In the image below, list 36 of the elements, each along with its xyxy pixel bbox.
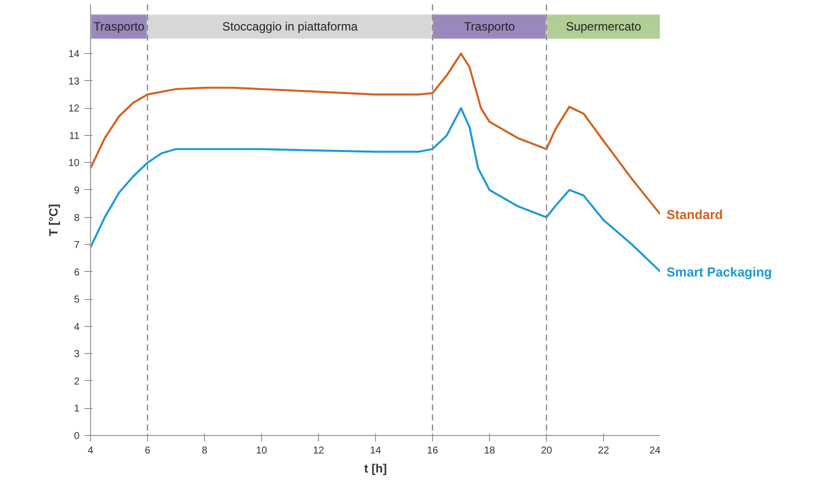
line-series [90,52,660,216]
y-tick-label: 11 [69,130,80,142]
x-tick-label: 18 [484,446,496,456]
x-tick-label: 16 [426,446,438,456]
y-tick-label: 0 [74,431,80,442]
x-tick-label: 20 [540,446,552,456]
band-label: Stoccaggio in piattaforma [222,20,358,34]
y-tick-label: 4 [74,322,80,333]
x-tick-label: 14 [370,446,382,456]
x-tick-label: 12 [312,446,324,456]
series-label: Smart Packaging [666,264,772,280]
y-tick-label: 10 [68,158,80,170]
line-series [90,107,660,273]
y-tick-label: 6 [74,267,80,278]
x-tick-label: 24 [649,446,661,456]
y-tick-label: 12 [68,104,80,115]
y-tick-label: 13 [68,76,80,88]
y-tick-label: 7 [74,240,80,252]
x-tick-label: 10 [256,446,268,456]
x-axis-title: t [h] [364,462,387,476]
series-label: Standard [666,207,723,222]
x-tick-label: 8 [202,446,208,456]
y-tick-label: 5 [74,294,80,306]
band-label: Trasporto [94,20,145,34]
y-tick-label: 9 [74,185,80,196]
x-tick-label: 4 [88,446,94,456]
y-tick-label: 3 [74,349,80,360]
y-tick-label: 1 [74,404,80,415]
band-label: Supermercato [566,20,642,34]
band-label: Trasporto [464,20,516,34]
y-tick-label: 8 [74,212,80,224]
x-tick-label: 6 [144,446,151,456]
y-axis-title: T [°C] [46,204,60,236]
y-tick-label: 2 [74,376,80,388]
x-tick-label: 22 [598,446,610,456]
y-tick-label: 14 [68,49,80,60]
